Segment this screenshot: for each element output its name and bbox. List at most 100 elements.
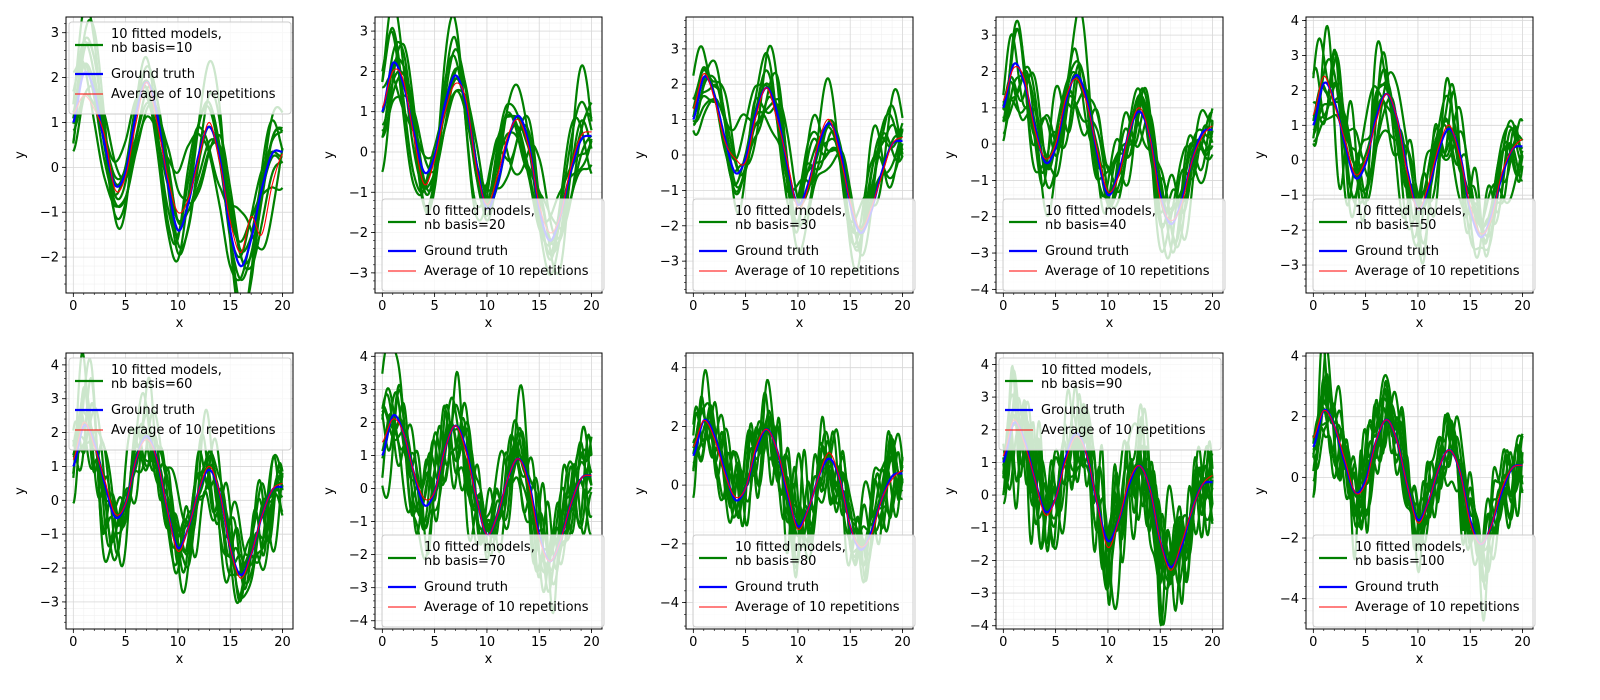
subplot: 0 5 10 15 20 −2 −1 0 1 2 3 x y 10 fitted models, nb b… [13,16,294,331]
legend-entry-fitted: nb basis=10 [111,41,192,56]
fitted-model-line [72,386,284,605]
legend-entry-fitted: 10 fitted models, [424,204,535,219]
legend-entry-average: Average of 10 repetitions [111,87,276,102]
y-tick-label: 2 [51,71,59,86]
legend-entry-fitted: 10 fitted models, [1355,540,1466,555]
y-axis-label: y [1253,151,1268,159]
legend-entry-ground-truth: Ground truth [111,67,195,82]
average-line [72,81,283,254]
legend-box [998,357,1222,451]
y-tick-label: −3 [970,247,989,262]
y-tick-label: −1 [660,184,679,199]
y-tick-label: 3 [671,42,679,57]
axes-frame [374,16,603,294]
legend-box [1312,198,1536,292]
x-tick-label: 20 [583,635,600,650]
axes-frame [1305,16,1534,294]
legend-entry-average: Average of 10 repetitions [735,600,900,615]
x-tick-label: 0 [689,299,697,314]
x-tick-label: 15 [222,299,239,314]
legend-entry-average: Average of 10 repetitions [424,264,589,279]
y-tick-label: −2 [349,226,368,241]
x-tick-label: 10 [790,299,807,314]
legend-box [381,534,605,628]
x-tick-label: 15 [1152,635,1169,650]
legend: 10 fitted models, nb basis=50 Ground trut… [1312,198,1536,292]
legend: 10 fitted models, nb basis=30 Ground trut… [692,198,916,292]
y-tick-label: 0 [671,479,679,494]
legend-box [381,198,605,292]
y-tick-label: 2 [1291,410,1299,425]
x-tick-label: 20 [1204,635,1221,650]
x-tick-label: 15 [222,635,239,650]
legend-entry-average: Average of 10 repetitions [735,264,900,279]
x-tick-label: 15 [842,635,859,650]
x-tick-label: 15 [531,635,548,650]
x-axis-label: x [1416,652,1424,667]
legend-entry-ground-truth: Ground truth [735,580,819,595]
y-tick-label: 4 [51,358,59,373]
y-tick-label: 3 [51,26,59,41]
x-axis-label: x [1416,316,1424,331]
y-tick-label: −1 [1280,189,1299,204]
x-axis-label: x [485,652,493,667]
legend: 10 fitted models, nb basis=90 Ground trut… [998,357,1222,451]
legend: 10 fitted models, nb basis=60 Ground trut… [68,357,292,451]
x-tick-label: 5 [1361,299,1369,314]
subplot: 0 5 10 15 20 −4 −3 −2 −1 0 1 2 3 4 x y 10 fitted models,… [322,350,605,667]
y-tick-label: −3 [40,595,59,610]
plot-area [72,17,284,293]
x-axis-label: x [176,652,184,667]
y-tick-label: 2 [981,423,989,438]
y-axis-label: y [633,151,648,159]
y-axis-label: y [13,151,28,159]
legend-box [692,198,916,292]
x-tick-label: 10 [1410,299,1427,314]
x-tick-label: 15 [531,299,548,314]
x-tick-label: 20 [894,635,911,650]
legend-entry-average: Average of 10 repetitions [111,423,276,438]
y-tick-label: 2 [51,426,59,441]
fitted-model-line [72,84,284,293]
legend-box [68,21,292,115]
legend-entry-ground-truth: Ground truth [1041,403,1125,418]
y-tick-label: −2 [660,219,679,234]
y-tick-label: 4 [981,358,989,373]
x-tick-label: 0 [999,635,1007,650]
legend-entry-average: Average of 10 repetitions [1355,264,1520,279]
y-tick-label: −4 [660,596,679,611]
y-tick-label: 3 [981,391,989,406]
x-tick-label: 0 [378,299,386,314]
legend-entry-fitted: nb basis=50 [1355,218,1436,233]
y-tick-label: −2 [40,562,59,577]
y-tick-label: 2 [360,416,368,431]
y-axis-label: y [13,487,28,495]
x-tick-label: 15 [1462,635,1479,650]
x-tick-label: 0 [999,299,1007,314]
x-tick-label: 0 [69,635,77,650]
y-tick-label: 0 [1291,154,1299,169]
legend-entry-fitted: nb basis=80 [735,554,816,569]
fitted-model-line [1312,374,1524,555]
x-tick-label: 0 [1309,299,1317,314]
y-tick-label: −2 [1280,224,1299,239]
y-tick-label: −1 [349,515,368,530]
y-tick-label: 3 [51,392,59,407]
y-axis-label: y [1253,487,1268,495]
fitted-model-line [692,395,904,551]
y-tick-label: 1 [51,116,59,131]
x-tick-label: 10 [479,299,496,314]
x-tick-label: 10 [790,635,807,650]
x-axis-label: x [796,652,804,667]
y-tick-label: 2 [1291,84,1299,99]
x-tick-label: 5 [1051,299,1059,314]
legend-box [1312,534,1536,628]
y-tick-label: −2 [40,251,59,266]
y-tick-label: 1 [51,460,59,475]
legend: 10 fitted models, nb basis=10 Ground trut… [68,21,292,115]
x-tick-label: 5 [1051,635,1059,650]
x-tick-label: 10 [479,635,496,650]
y-tick-label: 0 [981,489,989,504]
legend-entry-fitted: nb basis=40 [1045,218,1126,233]
